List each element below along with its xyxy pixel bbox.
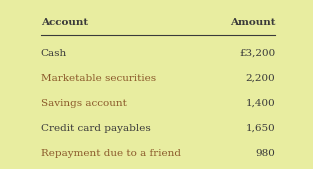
Text: 2,200: 2,200	[246, 74, 275, 83]
Text: Savings account: Savings account	[41, 99, 126, 108]
Text: Credit card payables: Credit card payables	[41, 124, 151, 133]
Text: Repayment due to a friend: Repayment due to a friend	[41, 149, 181, 158]
Text: 980: 980	[256, 149, 275, 158]
Text: Amount: Amount	[230, 18, 275, 27]
Text: 1,400: 1,400	[246, 99, 275, 108]
Text: £3,200: £3,200	[239, 49, 275, 58]
Text: Cash: Cash	[41, 49, 67, 58]
Text: 1,650: 1,650	[246, 124, 275, 133]
Text: Marketable securities: Marketable securities	[41, 74, 156, 83]
Text: Account: Account	[41, 18, 88, 27]
